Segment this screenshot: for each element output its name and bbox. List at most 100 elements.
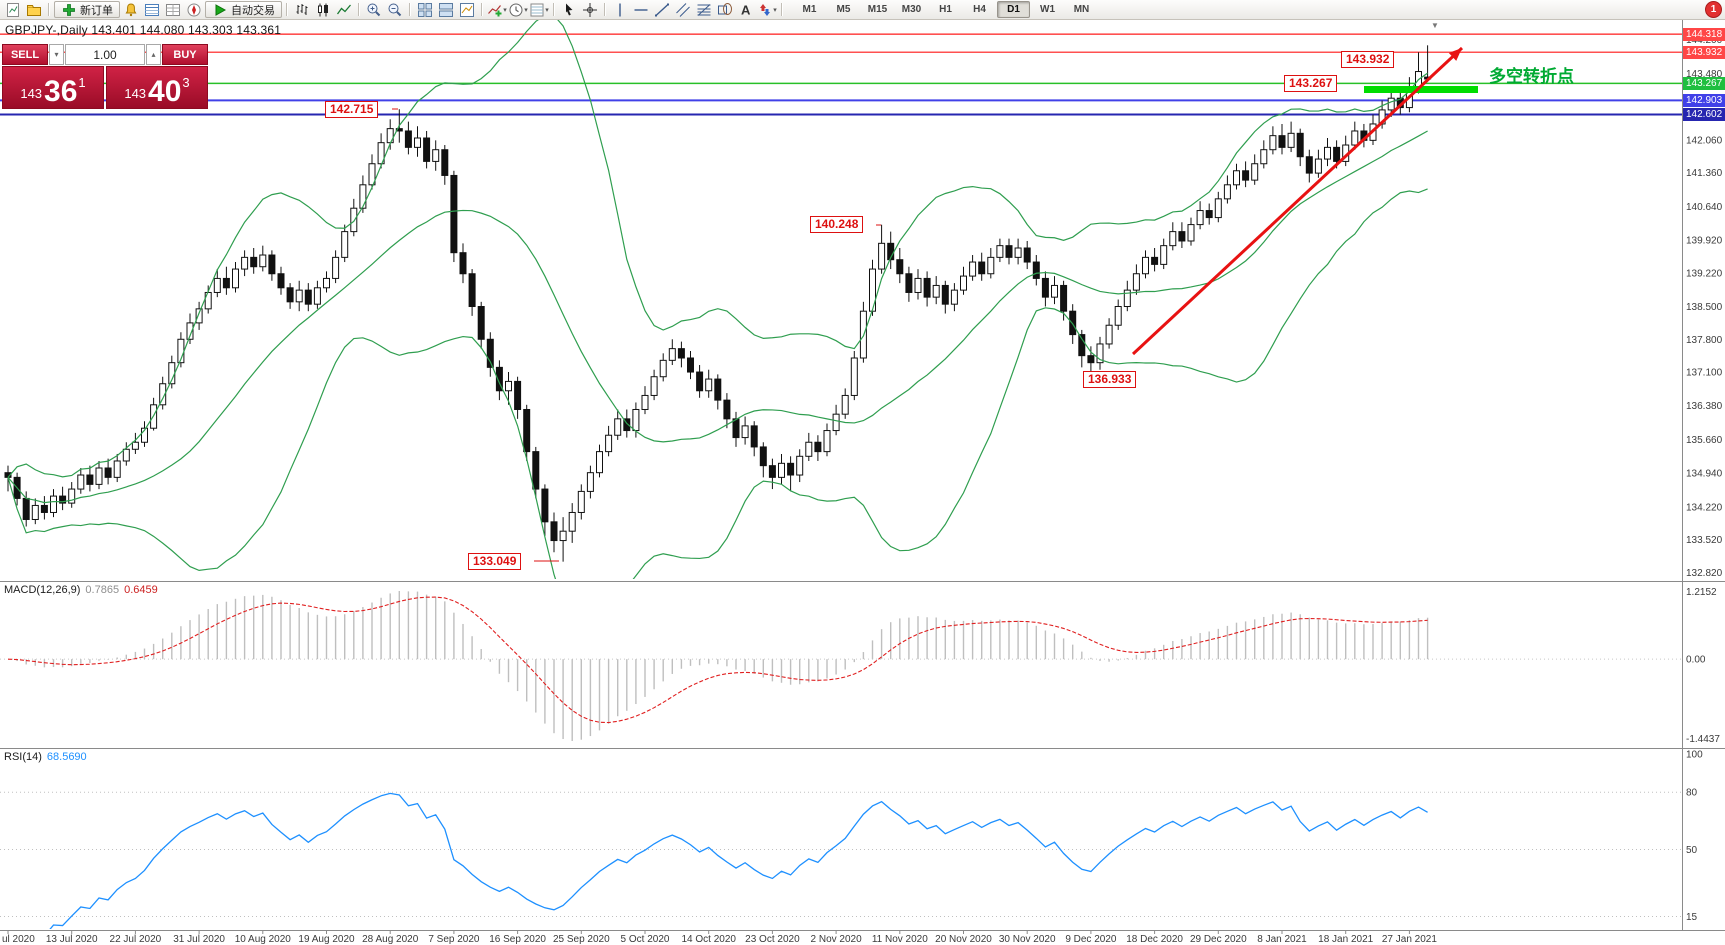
- trend-arrow[interactable]: [1131, 46, 1464, 356]
- svg-text:5 Oct 2020: 5 Oct 2020: [621, 934, 670, 945]
- toolbar-separator: [481, 3, 483, 16]
- svg-text:137.800: 137.800: [1686, 335, 1723, 346]
- svg-text:25 Sep 2020: 25 Sep 2020: [553, 934, 610, 945]
- shapes-icon[interactable]: [715, 1, 735, 18]
- timeframe-button-M1[interactable]: M1: [802, 4, 817, 15]
- svg-text:0.00: 0.00: [1686, 655, 1706, 666]
- fibonacci-icon[interactable]: [694, 1, 714, 18]
- svg-text:28 Aug 2020: 28 Aug 2020: [362, 934, 419, 945]
- svg-text:135.660: 135.660: [1686, 435, 1723, 446]
- price-callout[interactable]: 136.933: [1083, 371, 1137, 388]
- svg-text:22 Jul 2020: 22 Jul 2020: [110, 934, 162, 945]
- svg-text:7 Sep 2020: 7 Sep 2020: [428, 934, 480, 945]
- macd-panel: [0, 591, 1682, 741]
- price-callout[interactable]: 143.267: [1284, 75, 1338, 92]
- line-chart-icon[interactable]: [334, 1, 354, 18]
- auto-trading-button[interactable]: 自动交易: [205, 1, 282, 18]
- svg-text:141.360: 141.360: [1686, 168, 1723, 179]
- svg-text:143.480: 143.480: [1686, 69, 1723, 80]
- svg-text:8 Jan 2021: 8 Jan 2021: [1257, 934, 1307, 945]
- svg-text:134.220: 134.220: [1686, 502, 1723, 513]
- horizontal-line-icon[interactable]: [631, 1, 651, 18]
- alerts-icon[interactable]: [121, 1, 141, 18]
- svg-text:11 Nov 2020: 11 Nov 2020: [872, 934, 928, 945]
- vertical-line-icon[interactable]: [610, 1, 630, 18]
- buy-button[interactable]: BUY: [162, 44, 208, 65]
- svg-text:138.500: 138.500: [1686, 302, 1723, 313]
- price-callout[interactable]: 133.049: [468, 553, 522, 570]
- panel-separators: [0, 20, 1725, 931]
- timeframe-button-M15[interactable]: M15: [867, 4, 888, 15]
- track-chart-icon[interactable]: [457, 1, 477, 18]
- bar-chart-icon[interactable]: [292, 1, 312, 18]
- horizontal-level-lines[interactable]: [0, 33, 1682, 116]
- svg-text:134.940: 134.940: [1686, 469, 1723, 480]
- svg-text:19 Aug 2020: 19 Aug 2020: [298, 934, 355, 945]
- timeframe-button-M5[interactable]: M5: [836, 4, 851, 15]
- svg-text:2 Nov 2020: 2 Nov 2020: [811, 934, 863, 945]
- price-callout[interactable]: 140.248: [810, 216, 864, 233]
- bollinger-bands: [7, 20, 1428, 579]
- timeframe-button-W1[interactable]: W1: [1040, 4, 1055, 15]
- annotation-text[interactable]: 多空转折点: [1489, 67, 1574, 86]
- profiles-icon[interactable]: [24, 1, 44, 18]
- market-watch-icon[interactable]: [142, 1, 162, 18]
- timeframe-button-H4[interactable]: H4: [973, 4, 986, 15]
- auto-arrange-icon[interactable]: [436, 1, 456, 18]
- svg-text:-1.4437: -1.4437: [1686, 734, 1720, 745]
- timeframe-button-H1[interactable]: H1: [939, 4, 952, 15]
- trendline-icon[interactable]: [652, 1, 672, 18]
- price-callout[interactable]: 143.932: [1341, 51, 1395, 68]
- zoom-out-icon[interactable]: [385, 1, 405, 18]
- timeframe-button-D1[interactable]: D1: [997, 1, 1030, 18]
- price-axis: 144.200 143.480 142.060 141.360 140.640 139.9…: [1686, 35, 1723, 923]
- volume-input[interactable]: [65, 44, 145, 65]
- toolbar-separator: [781, 3, 783, 16]
- text-label-icon[interactable]: A: [736, 1, 756, 18]
- volume-stepper[interactable]: ▴: [146, 44, 161, 65]
- macd-indicator-label: MACD(12,26,9) 0.7865 0.6459: [4, 584, 158, 596]
- timeframe-button-M30[interactable]: M30: [901, 4, 922, 15]
- arrow-tools-icon[interactable]: ▾: [757, 1, 777, 18]
- cursor-icon[interactable]: [559, 1, 579, 18]
- timeframe-button-MN[interactable]: MN: [1073, 4, 1090, 15]
- bid-price[interactable]: 143 36 1: [2, 66, 104, 109]
- ask-price[interactable]: 143 40 3: [106, 66, 208, 109]
- ask-pips: 40: [148, 74, 182, 108]
- svg-text:140.640: 140.640: [1686, 202, 1723, 213]
- macd-signal-value: 0.6459: [124, 584, 158, 596]
- zoom-in-icon[interactable]: [364, 1, 384, 18]
- equidistant-channel-icon[interactable]: [673, 1, 693, 18]
- candlestick-chart-icon[interactable]: [313, 1, 333, 18]
- toolbar-separator: [604, 3, 606, 16]
- navigator-icon[interactable]: [184, 1, 204, 18]
- periods-icon[interactable]: ▾: [508, 1, 528, 18]
- price-callout[interactable]: 142.715: [325, 101, 379, 118]
- sell-button[interactable]: SELL: [2, 44, 48, 65]
- callout-leaders: [392, 108, 881, 562]
- svg-text:31 Jul 2020: 31 Jul 2020: [173, 934, 225, 945]
- rsi-value: 68.5690: [46, 751, 87, 763]
- svg-text:15: 15: [1686, 912, 1698, 923]
- svg-text:20 Nov 2020: 20 Nov 2020: [935, 934, 992, 945]
- notification-badge[interactable]: 1: [1705, 1, 1722, 18]
- macd-name: MACD(12,26,9): [4, 584, 81, 596]
- sell-dropdown[interactable]: ▾: [49, 44, 64, 65]
- svg-text:139.920: 139.920: [1686, 236, 1723, 247]
- indicators-icon[interactable]: ▾: [487, 1, 507, 18]
- templates-icon[interactable]: ▾: [529, 1, 549, 18]
- toolbar-separator: [409, 3, 411, 16]
- tile-windows-icon[interactable]: [415, 1, 435, 18]
- support-bar[interactable]: [1364, 86, 1478, 93]
- one-click-trading-panel: SELL ▾ ▴ BUY 143 36 1 143 40 3: [2, 44, 208, 109]
- new-chart-icon[interactable]: [3, 1, 23, 18]
- crosshair-icon[interactable]: [580, 1, 600, 18]
- data-window-icon[interactable]: [163, 1, 183, 18]
- bid-prefix: 143: [20, 86, 43, 101]
- toolbar-separator: [48, 3, 50, 16]
- macd-main-value: 0.7865: [85, 584, 120, 596]
- new-order-button[interactable]: 新订单: [54, 1, 120, 18]
- chart-shift-marker[interactable]: ▼: [1431, 21, 1439, 30]
